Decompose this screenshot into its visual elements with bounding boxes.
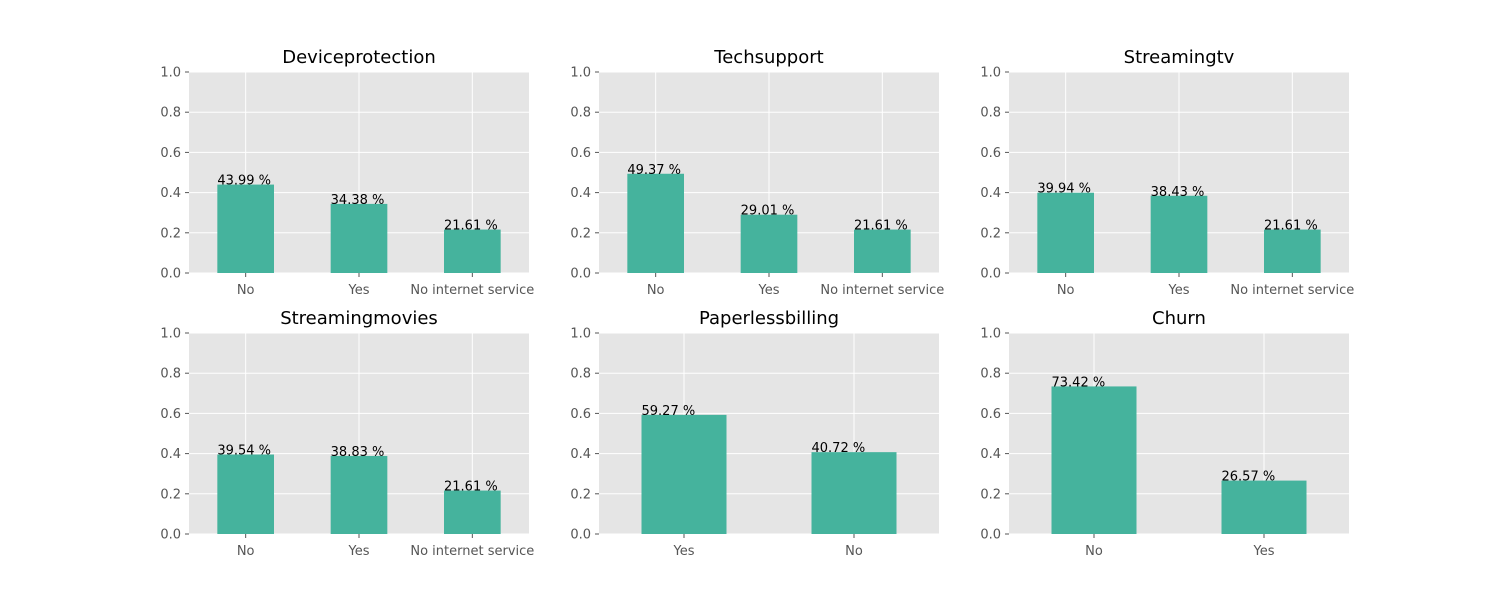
y-tick-label: 1.0: [160, 66, 181, 81]
bar-value-label: 39.54 %: [217, 444, 271, 459]
subplot-title: Streamingmovies: [280, 308, 438, 329]
bar-value-label: 49.37 %: [627, 163, 681, 178]
subplot-3: 0.0 0.2 0.4 0.6 0.8 1.0 No Yes No internet servi…: [980, 47, 1354, 298]
y-tick-label: 0.2: [980, 487, 1001, 502]
bar-value-label: 26.57 %: [1222, 470, 1276, 485]
bar: [217, 184, 274, 273]
bar: [740, 214, 798, 273]
y-tick-label: 0.2: [980, 226, 1001, 241]
y-tick-label: 0.0: [160, 528, 181, 543]
subplot-title: Churn: [1152, 308, 1206, 329]
x-tick-label: No internet service: [1230, 283, 1354, 298]
x-tick-label: No internet service: [820, 283, 944, 298]
bar-value-label: 73.42 %: [1052, 375, 1106, 390]
y-tick-label: 0.6: [980, 146, 1001, 161]
subplot-title: Streamingtv: [1124, 47, 1235, 68]
subplot-title: Paperlessbilling: [699, 308, 839, 329]
x-tick-label: Yes: [758, 283, 780, 298]
y-tick-label: 0.0: [980, 528, 1001, 543]
x-tick-label: No: [845, 544, 863, 559]
x-tick-label: Yes: [673, 544, 695, 559]
x-tick-label: No: [237, 283, 255, 298]
x-tick-label: No internet service: [410, 283, 534, 298]
y-tick-label: 0.0: [160, 267, 181, 282]
bar-value-label: 34.38 %: [331, 193, 385, 208]
bar: [641, 414, 727, 534]
bar: [1221, 480, 1307, 534]
y-tick-label: 0.6: [570, 146, 591, 161]
bar: [1150, 195, 1208, 273]
x-tick-label: Yes: [1168, 283, 1190, 298]
bar-value-label: 43.99 %: [217, 174, 271, 189]
x-tick-label: Yes: [1253, 544, 1275, 559]
bar-value-label: 21.61 %: [444, 480, 498, 495]
y-tick-label: 0.0: [570, 528, 591, 543]
bar: [627, 173, 684, 273]
subplot-1: 0.0 0.2 0.4 0.6 0.8 1.0 No Yes No internet servi…: [160, 47, 534, 298]
y-tick-label: 0.6: [160, 146, 181, 161]
y-tick-label: 0.2: [160, 226, 181, 241]
y-tick-label: 0.4: [980, 447, 1001, 462]
x-tick-label: No: [1057, 283, 1075, 298]
y-tick-label: 0.8: [160, 106, 181, 121]
bar: [854, 229, 911, 273]
y-tick-label: 0.8: [980, 367, 1001, 382]
y-tick-label: 0.4: [570, 447, 591, 462]
y-tick-label: 0.8: [980, 106, 1001, 121]
y-tick-label: 1.0: [160, 327, 181, 342]
bar: [1264, 229, 1321, 273]
bar: [811, 452, 897, 534]
y-tick-label: 1.0: [570, 66, 591, 81]
y-tick-label: 0.4: [980, 186, 1001, 201]
subplot-5: 0.0 0.2 0.4 0.6 0.8 1.0 Yes No 59.27 % 40.72 % Pap…: [570, 308, 939, 559]
y-tick-label: 1.0: [980, 327, 1001, 342]
y-tick-label: 0.6: [160, 407, 181, 422]
subplot-title: Techsupport: [713, 47, 823, 68]
y-tick-label: 0.0: [570, 267, 591, 282]
y-tick-label: 0.8: [160, 367, 181, 382]
x-tick-label: No: [1085, 544, 1103, 559]
y-tick-label: 0.2: [570, 226, 591, 241]
x-tick-label: No: [237, 544, 255, 559]
bar-value-label: 40.72 %: [812, 441, 866, 456]
y-tick-label: 1.0: [980, 66, 1001, 81]
y-tick-label: 0.8: [570, 106, 591, 121]
y-tick-label: 0.4: [160, 447, 181, 462]
y-tick-label: 0.8: [570, 367, 591, 382]
x-tick-label: No internet service: [410, 544, 534, 559]
bar: [1051, 386, 1137, 534]
bar: [444, 490, 501, 534]
y-tick-label: 1.0: [570, 327, 591, 342]
subplot-2: 0.0 0.2 0.4 0.6 0.8 1.0 No Yes No internet servi…: [570, 47, 944, 298]
bar-value-label: 21.61 %: [1264, 219, 1318, 234]
bar-value-label: 29.01 %: [741, 204, 795, 219]
y-tick-label: 0.6: [980, 407, 1001, 422]
bar: [330, 455, 388, 534]
bar-value-label: 38.83 %: [331, 445, 385, 460]
y-tick-label: 0.0: [980, 267, 1001, 282]
bar: [217, 454, 274, 534]
bar: [1037, 192, 1094, 273]
x-tick-label: No: [647, 283, 665, 298]
subplot-4: 0.0 0.2 0.4 0.6 0.8 1.0 No Yes No internet servi…: [160, 308, 534, 559]
bar-value-label: 38.43 %: [1151, 185, 1205, 200]
subplot-6: 0.0 0.2 0.4 0.6 0.8 1.0 No Yes 73.42 % 26.57 % Chu…: [980, 308, 1349, 559]
y-tick-label: 0.6: [570, 407, 591, 422]
x-tick-label: Yes: [348, 544, 370, 559]
y-tick-label: 0.4: [570, 186, 591, 201]
bar: [330, 203, 388, 273]
y-tick-label: 0.2: [160, 487, 181, 502]
bar-value-label: 59.27 %: [642, 404, 696, 419]
y-tick-label: 0.4: [160, 186, 181, 201]
bar-value-label: 21.61 %: [854, 219, 908, 234]
bar-value-label: 21.61 %: [444, 219, 498, 234]
x-tick-label: Yes: [348, 283, 370, 298]
subplot-title: Deviceprotection: [282, 47, 436, 68]
bar-value-label: 39.94 %: [1037, 182, 1091, 197]
bar: [444, 229, 501, 273]
y-tick-label: 0.2: [570, 487, 591, 502]
